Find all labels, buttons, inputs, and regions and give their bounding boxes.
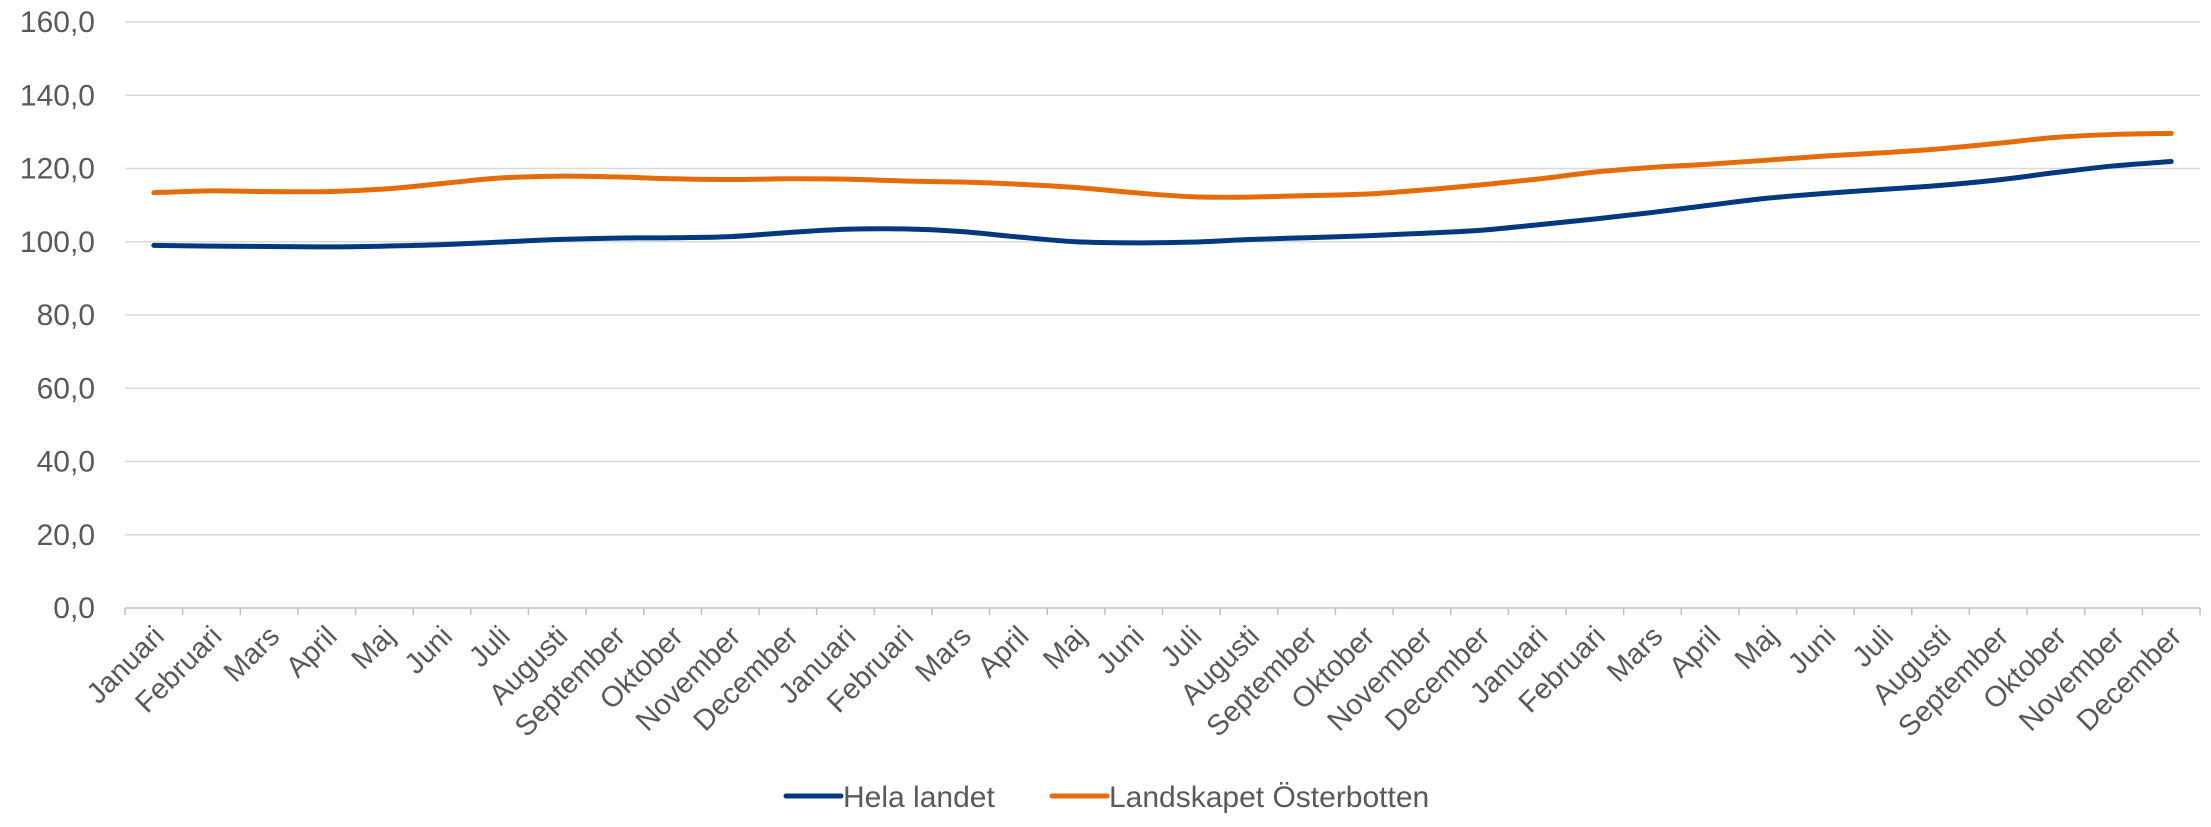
x-tick-label: Maj — [346, 620, 402, 676]
x-tick-label: Juni — [1090, 620, 1150, 680]
legend: Hela landet Landskapet Österbotten — [783, 781, 1429, 814]
gridlines — [124, 21, 2201, 615]
y-tick-label: 0,0 — [53, 592, 95, 625]
y-tick-label: 80,0 — [37, 299, 95, 332]
x-tick-label: April — [1663, 620, 1727, 684]
x-tick-label: April — [280, 620, 344, 684]
series-lines — [151, 130, 2174, 250]
x-tick-label: April — [972, 620, 1036, 684]
x-tick-label: Mars — [910, 620, 978, 688]
legend-label: Hela landet — [843, 781, 995, 814]
x-tick-label: Juni — [399, 620, 459, 680]
series-line-1 — [151, 130, 2174, 200]
y-tick-label: 40,0 — [37, 446, 95, 479]
y-tick-label: 100,0 — [20, 226, 95, 259]
y-tick-label: 160,0 — [20, 6, 95, 39]
x-tick-label: Maj — [1037, 620, 1093, 676]
x-tick-label: Mars — [1601, 620, 1669, 688]
y-tick-label: 60,0 — [37, 372, 95, 405]
y-tick-label: 120,0 — [20, 153, 95, 186]
x-tick-label: Mars — [218, 620, 286, 688]
legend-label: Landskapet Österbotten — [1109, 781, 1429, 814]
x-tick-label: Juni — [1782, 620, 1842, 680]
series-line-0 — [151, 159, 2174, 250]
y-tick-label: 20,0 — [37, 519, 95, 552]
y-tick-label: 140,0 — [20, 79, 95, 112]
x-tick-label: Maj — [1729, 620, 1785, 676]
y-axis-ticks: 0,0 20,0 40,0 60,0 80,0 100,0 120,0 140,0 160,0 — [20, 6, 95, 625]
